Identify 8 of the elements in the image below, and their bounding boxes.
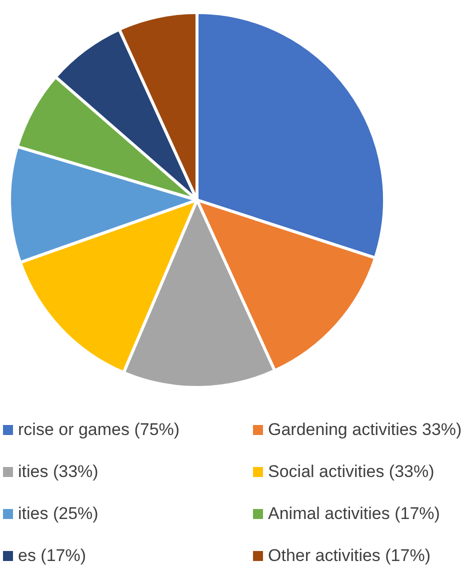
- legend-label: Gardening activities 33%): [268, 420, 462, 440]
- legend-label: ities (25%): [18, 504, 98, 524]
- legend-label: Other activities (17%): [268, 546, 430, 566]
- legend-label: Animal activities (17%): [268, 504, 440, 524]
- legend-label: ities (33%): [18, 462, 98, 482]
- legend-label: es (17%): [18, 546, 86, 566]
- legend-label: Social activities (33%): [268, 462, 434, 482]
- legend-label: rcise or games (75%): [18, 420, 180, 440]
